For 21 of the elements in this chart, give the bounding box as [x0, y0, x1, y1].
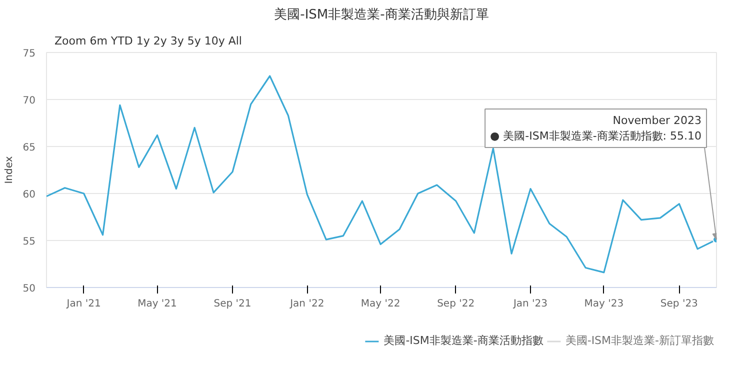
text: Zoom 6m YTD 1y 2y 3y 5y 10y All [54, 34, 242, 48]
annotation: November 2023 ● 美國-ISM非製造業-商業活動指數: 55.10 [490, 114, 702, 143]
y-axis-title: Index [4, 156, 15, 184]
x-tick-label: Jan '21 [66, 298, 101, 310]
x-tick-label: Sep '22 [437, 298, 475, 310]
x-tick-label: Jan '22 [289, 298, 324, 310]
y-tick-label: 50 [22, 284, 36, 294]
x-tick-label: Jan '23 [512, 298, 548, 310]
legend-label: 美國-ISM非製造業-商業活動指數 [384, 333, 544, 348]
legend-label: 美國-ISM非製造業-新訂單指數 [565, 333, 714, 348]
x-tick-label: May '22 [360, 298, 400, 310]
x-tick-label: May '21 [138, 298, 177, 310]
x-tick-label: Sep '23 [660, 298, 698, 310]
y-tick-label: 65 [22, 142, 36, 154]
x-tick-label: May '23 [584, 298, 624, 310]
y-tick-label: 70 [22, 96, 36, 106]
chart-title: 美國-ISM非製造業-商業活動與新訂單 [274, 6, 489, 22]
y-tick-label: 75 [22, 48, 36, 60]
y-tick-label: 60 [22, 190, 36, 200]
x-tick-label: Sep '21 [214, 298, 252, 310]
y-tick-label: 55 [22, 236, 36, 248]
